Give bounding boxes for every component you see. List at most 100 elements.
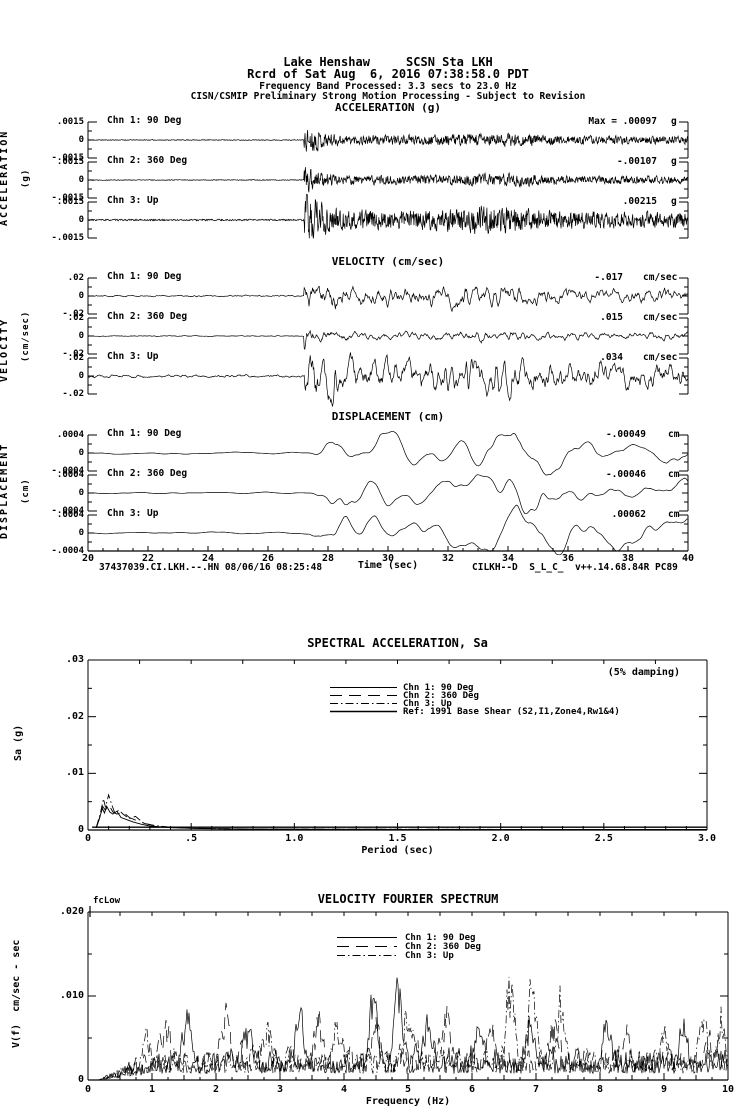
- displacement-axis-unit: (cm): [21, 478, 31, 504]
- displacement-scale-label-zero: 0: [78, 488, 84, 498]
- sa-x-tick-label: 2.5: [594, 833, 613, 844]
- fourier-x-axis-label: Frequency (Hz): [365, 1096, 451, 1107]
- time-tick-label: 34: [501, 553, 515, 564]
- velocity-scale-label-bottom: -.02: [62, 349, 84, 359]
- fourier-x-tick-label: 3: [276, 1084, 284, 1095]
- sa-y-tick-label: .03: [65, 654, 84, 665]
- time-tick-label: 38: [621, 553, 635, 564]
- displacement-scale-label-bottom: -.0004: [51, 506, 84, 516]
- fourier-y-tick-label: .010: [59, 990, 84, 1001]
- time-axis-label: Time (sec): [357, 560, 419, 571]
- fourier-x-tick-label: 8: [596, 1084, 604, 1095]
- fourier-x-tick-label: 4: [340, 1084, 348, 1095]
- time-tick-label: 24: [201, 553, 215, 564]
- acceleration-scale-label-zero: 0: [78, 135, 84, 145]
- velocity-channel-max-value: .015: [600, 312, 623, 323]
- sa-x-tick-label: 1.5: [388, 833, 407, 844]
- velocity-scale-label-zero: 0: [78, 331, 84, 341]
- displacement-scale-label-zero: 0: [78, 528, 84, 538]
- fourier-legend-label: Chn 1: 90 Deg: [405, 933, 476, 943]
- acceleration-scale-label-top: .0015: [56, 117, 84, 127]
- sa-x-tick-label: 1.0: [285, 833, 304, 844]
- fourier-x-tick-label: 1: [148, 1084, 156, 1095]
- fourier-x-tick-label: 10: [721, 1084, 735, 1095]
- fourier-y-tick-label: .020: [59, 906, 84, 917]
- sa-legend-label: Chn 1: 90 Deg: [403, 683, 474, 693]
- time-tick-label: 32: [441, 553, 455, 564]
- time-tick-label: 40: [681, 553, 695, 564]
- sa-legend-label: Ref: 1991 Base Shear (S2,I1,Zone4,Rw1&4): [403, 707, 620, 717]
- fourier-legend-label: Chn 2: 360 Deg: [405, 942, 481, 952]
- sa-y-axis-label: Sa (g): [13, 724, 24, 761]
- acceleration-channel-label: Chn 2: 360 Deg: [107, 155, 188, 166]
- displacement-scale-label-top: .0004: [56, 470, 84, 480]
- displacement-channel-max-unit: cm: [668, 509, 680, 520]
- acceleration-channel-max-value: -.00107: [616, 156, 657, 167]
- displacement-scale-label-bottom: -.0004: [51, 546, 84, 556]
- displacement-channel-max-unit: cm: [668, 429, 680, 440]
- fourier-legend-label: Chn 3: Up: [405, 951, 454, 961]
- displacement-channel-label: Chn 2: 360 Deg: [107, 468, 188, 479]
- displacement-channel-label: Chn 1: 90 Deg: [107, 428, 182, 439]
- acceleration-axis-label: ACCELERATION: [0, 129, 10, 226]
- acceleration-scale-label-top: .0015: [56, 157, 84, 167]
- time-tick-label: 28: [321, 553, 335, 564]
- displacement-axis-label: DISPLACEMENT: [0, 442, 10, 539]
- velocity-axis-label: VELOCITY: [0, 317, 10, 382]
- velocity-axis-unit: (cm/sec): [21, 310, 31, 362]
- velocity-channel-max-unit: cm/sec: [643, 352, 678, 363]
- velocity-channel-label: Chn 3: Up: [107, 351, 159, 362]
- velocity-scale-label-bottom: -.02: [62, 309, 84, 319]
- station-title: Lake Henshaw SCSN Sta LKH: [283, 55, 493, 69]
- sa-y-tick-label: .02: [65, 710, 84, 722]
- fourier-x-tick-label: 7: [532, 1084, 540, 1095]
- processing-note: CISN/CSMIP Preliminary Strong Motion Pro…: [190, 91, 586, 102]
- acceleration-channel-label: Chn 3: Up: [107, 195, 159, 206]
- acceleration-scale-label-bottom: -.0015: [51, 233, 84, 243]
- record-timestamp: Rcrd of Sat Aug 6, 2016 07:38:58.0 PDT: [247, 67, 529, 81]
- processing-footer: CILKH--D S_L_C_ v++.14.68.84R PC89: [472, 562, 678, 573]
- max-prefix-label: Max =: [588, 116, 617, 127]
- displacement-section-title: DISPLACEMENT (cm): [331, 410, 445, 423]
- displacement-channel-label: Chn 3: Up: [107, 508, 159, 519]
- acceleration-channel-max-unit: g: [671, 156, 677, 167]
- sa-y-tick-label: .01: [65, 767, 84, 779]
- velocity-channel-max-unit: cm/sec: [643, 272, 678, 283]
- velocity-channel-label: Chn 1: 90 Deg: [107, 271, 182, 282]
- fourier-y-tick-label: 0: [77, 1074, 84, 1085]
- acceleration-channel-max-value: .00097: [622, 116, 657, 127]
- sa-x-axis-label: Period (sec): [361, 845, 434, 856]
- displacement-channel-max-value: -.00049: [605, 429, 646, 440]
- time-tick-label: 22: [141, 553, 155, 564]
- displacement-scale-label-bottom: -.0004: [51, 466, 84, 476]
- sa-x-tick-label: 2.0: [491, 833, 510, 844]
- sa-x-tick-label: .5: [185, 833, 198, 844]
- velocity-scale-label-bottom: -.02: [62, 389, 84, 399]
- velocity-scale-label-top: .02: [67, 273, 84, 283]
- fourier-plot-title: VELOCITY FOURIER SPECTRUM: [317, 892, 499, 906]
- displacement-channel-max-unit: cm: [668, 469, 680, 480]
- fourier-x-tick-label: 2: [212, 1084, 220, 1095]
- acceleration-channel-max-value: .00215: [622, 196, 657, 207]
- acceleration-scale-label-zero: 0: [78, 215, 84, 225]
- acceleration-scale-label-zero: 0: [78, 175, 84, 185]
- velocity-channel-label: Chn 2: 360 Deg: [107, 311, 188, 322]
- acceleration-scale-label-bottom: -.0015: [51, 193, 84, 203]
- acceleration-axis-unit: (g): [21, 168, 31, 188]
- velocity-channel-max-unit: cm/sec: [643, 312, 678, 323]
- fourier-y-axis-label: V(f) cm/sec - sec: [11, 939, 22, 1048]
- fourier-x-tick-label: 0: [84, 1084, 92, 1095]
- velocity-scale-label-zero: 0: [78, 371, 84, 381]
- velocity-scale-label-top: .02: [67, 313, 84, 323]
- fourier-x-tick-label: 6: [468, 1084, 476, 1095]
- damping-annotation: (5% damping): [607, 667, 680, 678]
- time-tick-label: 36: [561, 553, 575, 564]
- displacement-scale-label-top: .0004: [56, 430, 84, 440]
- acceleration-channel-label: Chn 1: 90 Deg: [107, 115, 182, 126]
- acceleration-channel-max-unit: g: [671, 196, 677, 207]
- acceleration-scale-label-bottom: -.0015: [51, 153, 84, 163]
- velocity-channel-max-value: .034: [600, 352, 623, 363]
- time-tick-label: 26: [261, 553, 275, 564]
